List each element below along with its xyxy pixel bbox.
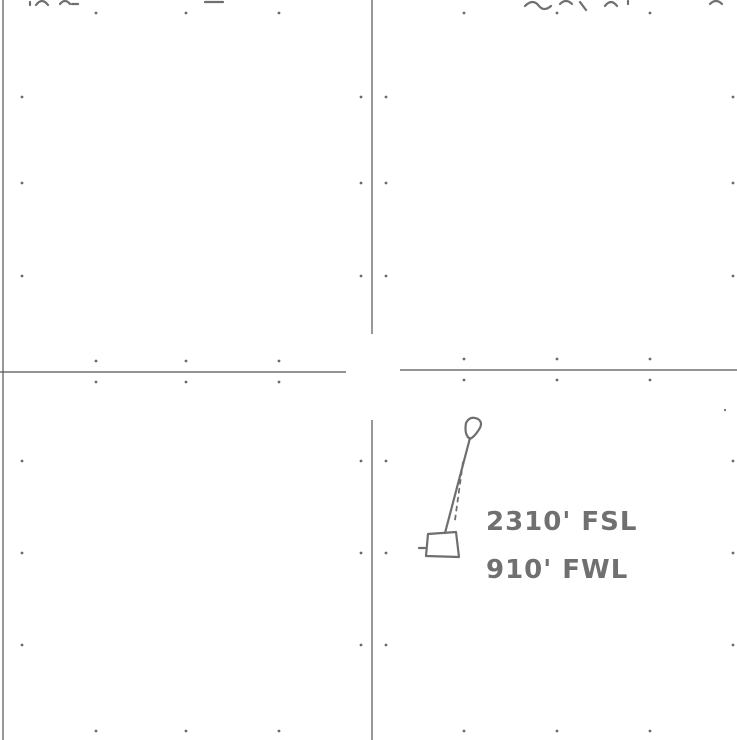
wellbore-dashed-line [454, 461, 464, 521]
cropped-header-handwriting [28, 0, 724, 12]
fsl-distance-label: 2310' FSL [486, 507, 637, 537]
wellbore-sketch [417, 416, 483, 559]
wellbore-path-line [443, 436, 472, 535]
surface-location-marker [424, 530, 461, 559]
fwl-distance-label: 910' FWL [486, 555, 628, 585]
bottom-hole-location-marker [464, 416, 483, 441]
tick-dots [20, 11, 735, 733]
